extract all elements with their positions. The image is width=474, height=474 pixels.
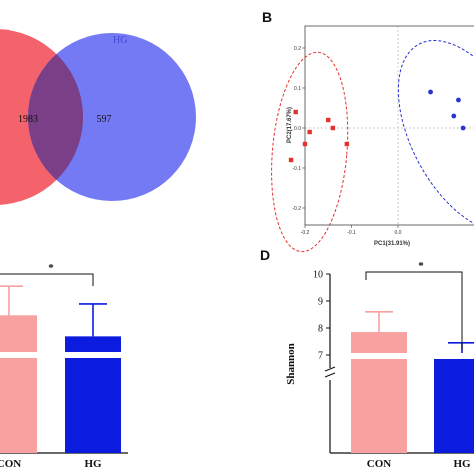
pcoa-point-blue: [456, 97, 461, 103]
pcoa-x-tick-label: 0.0: [395, 230, 402, 236]
pcoa-y-tick-label: -0.2: [292, 206, 301, 212]
d-tick-hg: HG: [453, 458, 471, 470]
pcoa-y-tick-label: 0.2: [294, 46, 301, 52]
pcoa-point-red: [326, 117, 331, 123]
venn-hg-only-count: 597: [97, 114, 112, 125]
d-bars: [351, 310, 474, 453]
c-tick-con: CON: [0, 458, 21, 470]
venn-panel: HG 1983 597: [0, 29, 196, 205]
d-bar-hg: [434, 353, 474, 453]
c-significance-bracket: [0, 273, 94, 286]
pcoa-ellipses: [271, 40, 474, 253]
pcoa-x-tick-label: -0.1: [347, 230, 356, 236]
d-bar-con: [351, 332, 407, 453]
pcoa-point-blue: [428, 89, 433, 95]
venn-overlap-count: 1983: [18, 114, 38, 125]
pcoa-point-red: [288, 157, 294, 163]
pcoa-plot-frame: [304, 25, 474, 226]
pcoa-y-tick-label: 0.1: [294, 86, 301, 92]
pcoa-ellipse-red: [271, 51, 349, 253]
d-significance-star: *: [418, 260, 424, 272]
pcoa-point-red: [330, 125, 336, 131]
panel-letter-d: D: [260, 247, 270, 263]
bar-panel-d: D 7 8 9 10 * Shannon CON HG: [260, 247, 474, 470]
d-significance-bracket: [365, 271, 463, 350]
pcoa-y-tick-label: 0.0: [294, 126, 301, 132]
d-y-ticks: 7 8 9 10: [313, 270, 330, 362]
pcoa-ellipse-blue: [397, 40, 474, 232]
d-y-axis-title: Shannon: [285, 343, 297, 385]
pcoa-y-axis-title: PC2(17.67%): [287, 107, 293, 143]
pcoa-point-red: [307, 129, 312, 135]
venn-set-label-hg: HG: [113, 35, 127, 46]
pcoa-point-red: [302, 141, 308, 147]
pcoa-points: [288, 89, 466, 163]
pcoa-point-blue: [460, 125, 466, 131]
d-break-mark-2: [324, 372, 336, 378]
c-axis-break: [0, 352, 135, 358]
pcoa-panel: B -0.2 -0.1 0.0 0.2 0.2 0.1 0.0 -0.1 -0.2 PC1(3…: [262, 9, 474, 253]
bar-panel-c: * CON HG: [0, 262, 135, 470]
pcoa-x-tick-label: -0.2: [301, 230, 310, 236]
pcoa-x-ticks: -0.2-0.10.00.2: [301, 225, 402, 236]
pcoa-point-red: [293, 109, 298, 115]
d-break-mark-1: [324, 366, 336, 372]
c-bar-con: [0, 315, 37, 453]
d-y-tick-label: 9: [318, 297, 323, 308]
pcoa-y-tick-label: -0.1: [292, 166, 301, 172]
d-y-tick-label: 8: [318, 324, 323, 335]
d-axis-break: [345, 353, 474, 359]
c-significance-star: *: [48, 262, 54, 274]
pcoa-y-ticks: 0.2 0.1 0.0 -0.1 -0.2: [292, 46, 305, 212]
pcoa-point-blue: [451, 113, 457, 119]
panel-letter-b: B: [262, 9, 272, 25]
pcoa-point-red: [344, 141, 350, 147]
c-tick-hg: HG: [84, 458, 102, 470]
venn-overlap: [28, 33, 83, 201]
c-bars: [0, 285, 121, 453]
pcoa-x-axis-title: PC1(31.91%): [374, 241, 410, 247]
d-y-tick-label: 10: [313, 270, 323, 281]
d-tick-con: CON: [367, 458, 392, 470]
d-y-tick-label: 7: [318, 351, 323, 362]
